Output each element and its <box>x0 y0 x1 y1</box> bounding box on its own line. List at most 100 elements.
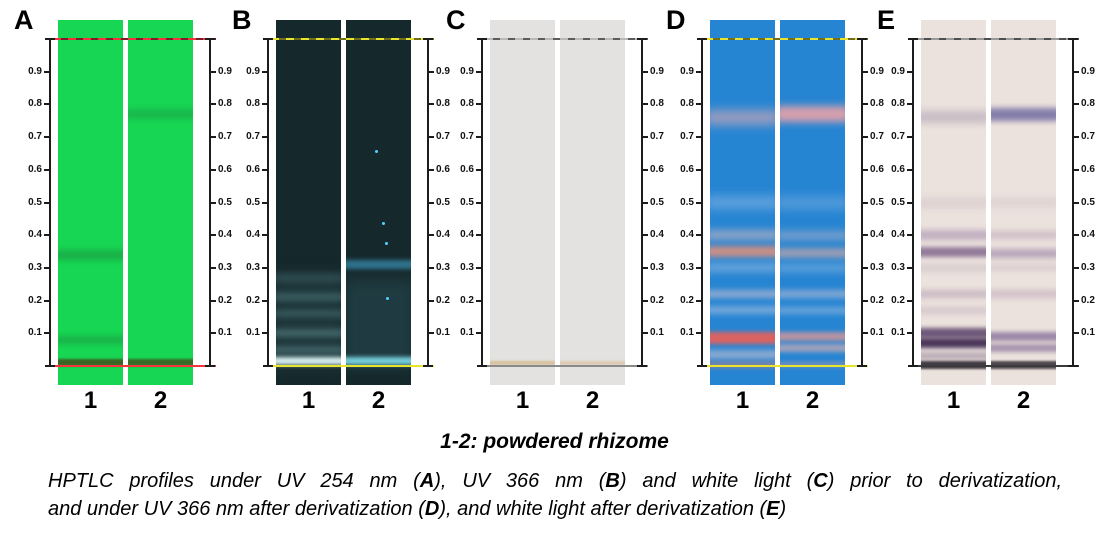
rf-tick-label: 0.4 <box>680 229 694 241</box>
rf-tick-label: 0.8 <box>680 98 694 110</box>
panel-label-A: A <box>14 5 34 35</box>
rf-tick-label: 0.1 <box>218 327 232 339</box>
rf-tick <box>907 201 913 204</box>
front-line-dashes <box>909 38 1079 40</box>
rf-tick-label: 0.6 <box>1081 163 1095 175</box>
rf-tick <box>44 299 50 302</box>
panel-label-D: D <box>666 5 686 35</box>
tlc-band <box>780 362 845 368</box>
rf-tick <box>44 266 50 269</box>
panel-E: E 1 2 0.9 0.8 0.7 0.6 0.5 0.4 0.3 0.2 0.1 0.9 0.8 0.7 0… <box>865 0 1095 424</box>
rf-tick-label: 0.1 <box>246 327 260 339</box>
tlc-band <box>921 246 986 257</box>
tlc-band <box>780 306 845 314</box>
rf-tick <box>476 299 482 302</box>
tlc-band <box>58 335 123 344</box>
fluorescent-speck <box>385 241 388 245</box>
caption-text: HPTLC profiles under UV 254 nm ( <box>48 470 420 492</box>
rf-tick-label: 0.2 <box>436 294 450 306</box>
rf-tick <box>210 266 216 269</box>
tlc-band <box>780 196 845 209</box>
tlc-band <box>276 357 341 366</box>
rf-tick-label: 0.4 <box>218 229 232 241</box>
rf-tick <box>862 299 868 302</box>
tlc-band <box>991 264 1056 272</box>
rf-tick-label: 0.1 <box>650 327 664 339</box>
tlc-band <box>780 332 845 342</box>
tlc-band <box>276 273 341 283</box>
rf-tick <box>210 168 216 171</box>
rf-tick-label: 0.2 <box>870 294 884 306</box>
tlc-band <box>276 329 341 338</box>
rf-tick-label: 0.7 <box>218 131 232 143</box>
rf-tick <box>44 234 50 237</box>
rf-tick-label: 0.4 <box>650 229 664 241</box>
tlc-lane-2 <box>560 20 625 385</box>
caption-panel-ref: B <box>605 470 620 492</box>
rf-tick-label: 0.8 <box>28 98 42 110</box>
tlc-band <box>276 272 341 368</box>
rf-tick <box>907 332 913 335</box>
tlc-band <box>346 279 411 368</box>
rf-tick-label: 0.2 <box>218 294 232 306</box>
tlc-band <box>780 344 845 352</box>
rf-tick <box>428 234 434 237</box>
panel-C: C 1 2 0.9 0.8 0.7 0.6 0.5 0.4 0.3 0.2 0.1 0.9 0.8 0.7 0… <box>434 0 664 424</box>
rf-tick <box>262 266 268 269</box>
lane-number-2: 2 <box>153 387 168 414</box>
panel-label-B: B <box>232 5 252 35</box>
rf-tick-label: 0.6 <box>218 163 232 175</box>
ruler-end-cap <box>857 38 867 40</box>
tlc-band <box>710 263 775 273</box>
rf-tick <box>696 70 702 73</box>
rf-tick <box>428 136 434 139</box>
rf-tick <box>262 103 268 106</box>
rf-tick <box>428 70 434 73</box>
rf-tick-label: 0.5 <box>28 196 42 208</box>
ruler-end-cap <box>697 365 707 367</box>
rf-tick <box>862 70 868 73</box>
origin-line <box>46 365 216 367</box>
rf-ruler-left <box>49 39 51 366</box>
rf-tick-label: 0.3 <box>460 261 474 273</box>
rf-tick <box>210 234 216 237</box>
ruler-end-cap <box>908 365 918 367</box>
tlc-band <box>276 293 341 302</box>
rf-tick-label: 0.3 <box>870 261 884 273</box>
rf-tick <box>696 103 702 106</box>
tlc-band <box>780 230 845 240</box>
rf-tick <box>642 234 648 237</box>
rf-tick <box>428 201 434 204</box>
rf-tick <box>44 103 50 106</box>
tlc-band <box>921 197 986 208</box>
ruler-end-cap <box>637 38 647 40</box>
ruler-end-cap <box>637 365 647 367</box>
tlc-band <box>346 357 411 366</box>
rf-tick <box>262 201 268 204</box>
rf-tick <box>642 201 648 204</box>
rf-tick-label: 0.6 <box>246 163 260 175</box>
rf-tick <box>907 299 913 302</box>
rf-tick-label: 0.6 <box>650 163 664 175</box>
rf-tick <box>907 136 913 139</box>
rf-tick-label: 0.9 <box>891 65 905 77</box>
rf-tick-label: 0.1 <box>436 327 450 339</box>
rf-tick <box>262 234 268 237</box>
tlc-lane-2 <box>128 20 193 385</box>
rf-tick <box>44 136 50 139</box>
tlc-band <box>710 230 775 241</box>
tlc-band <box>58 358 123 366</box>
caption-panel-ref: E <box>766 497 780 520</box>
rf-tick-label: 0.3 <box>680 261 694 273</box>
tlc-band <box>991 107 1056 121</box>
fluorescent-speck <box>382 222 385 226</box>
front-line-dashes <box>264 38 434 40</box>
rf-tick <box>696 136 702 139</box>
rf-tick <box>642 168 648 171</box>
rf-tick <box>862 103 868 106</box>
tlc-band <box>710 361 775 368</box>
caption-text: ) <box>779 497 787 520</box>
rf-tick <box>907 168 913 171</box>
tlc-band <box>780 263 845 272</box>
